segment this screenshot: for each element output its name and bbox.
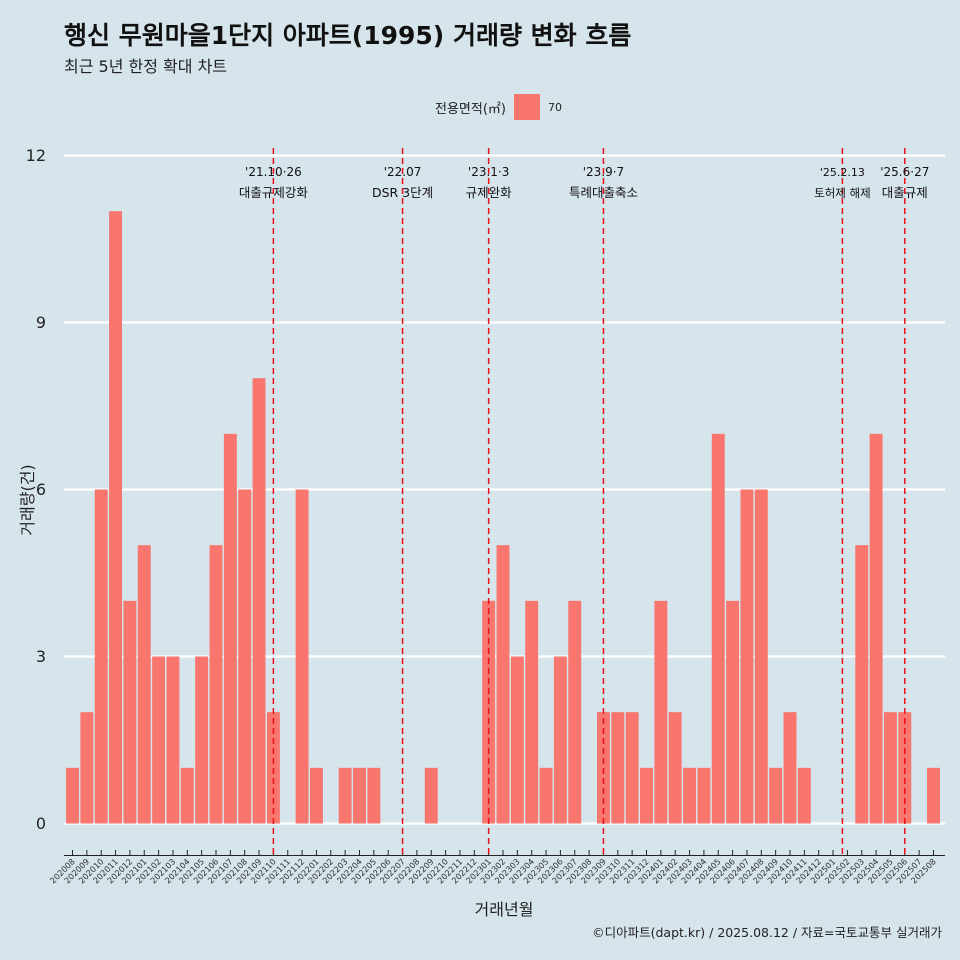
bar	[195, 656, 209, 824]
bar	[94, 489, 108, 824]
bar	[252, 378, 266, 824]
y-tick-label: 12	[26, 146, 46, 165]
bar	[855, 545, 869, 824]
bar	[898, 712, 912, 824]
bar	[238, 489, 252, 824]
y-tick-label: 6	[36, 480, 46, 499]
x-axis-title: 거래년월	[475, 900, 534, 919]
bar	[152, 656, 166, 824]
event-name-label: DSR 3단계	[372, 185, 433, 200]
bar	[683, 767, 697, 824]
bar	[654, 600, 668, 824]
chart-title: 행신 무원마을1단지 아파트(1995) 거래량 변화 흐름	[64, 21, 632, 50]
bar	[625, 712, 639, 824]
legend: 전용면적(㎡) 70	[435, 94, 562, 120]
bar	[640, 767, 653, 824]
bar	[295, 489, 309, 824]
event-name-label: 규제완화	[466, 185, 513, 200]
event-date-label: '23.1·3	[468, 165, 509, 179]
bar	[611, 712, 625, 824]
bar	[883, 712, 897, 824]
legend-color-key	[513, 94, 540, 120]
bar	[424, 767, 438, 824]
bar	[137, 545, 151, 824]
bar	[769, 767, 783, 824]
bar	[180, 767, 194, 824]
bar	[309, 767, 323, 824]
bar	[539, 767, 553, 824]
bar	[510, 656, 524, 824]
bar	[711, 433, 725, 824]
event-name-label: 토허제 해제	[814, 186, 871, 200]
bar	[754, 489, 768, 824]
y-tick-label: 0	[36, 814, 46, 833]
bar	[123, 600, 137, 824]
bar	[80, 712, 94, 824]
bar	[553, 656, 567, 824]
event-date-label: '23.9·7	[583, 165, 624, 179]
bar	[223, 433, 237, 824]
event-date-label: '21.10·26	[245, 165, 302, 179]
event-date-label: '22.07	[384, 165, 422, 179]
event-date-label: '25.6·27	[880, 165, 929, 179]
bar	[66, 767, 79, 824]
bar	[266, 712, 280, 824]
bar	[166, 656, 180, 824]
bar	[367, 767, 381, 824]
event-date-label: '25.2.13	[820, 166, 865, 179]
bar	[496, 545, 510, 824]
y-tick-label: 3	[36, 647, 46, 666]
bar	[726, 600, 740, 824]
event-name-label: 특례대출축소	[569, 185, 638, 200]
bar	[353, 767, 366, 824]
bar	[697, 767, 711, 824]
bar	[525, 600, 539, 824]
bar	[927, 767, 940, 824]
y-tick-label: 9	[36, 313, 46, 332]
bar	[668, 712, 682, 824]
chart-subtitle: 최근 5년 한정 확대 차트	[64, 57, 228, 76]
y-axis-title: 거래량(건)	[18, 464, 37, 535]
bar	[783, 712, 797, 824]
bar	[869, 433, 883, 824]
bar	[797, 767, 811, 824]
bar	[109, 211, 123, 824]
source-caption: ©디아파트(dapt.kr) / 2025.08.12 / 자료=국토교통부 실…	[592, 925, 942, 940]
legend-title: 전용면적(㎡)	[435, 101, 506, 117]
bar	[209, 545, 223, 824]
legend-label: 70	[547, 100, 562, 114]
bar	[338, 767, 352, 824]
bar	[568, 600, 582, 824]
bar	[740, 489, 754, 824]
event-name-label: 대출규제강화	[239, 185, 309, 200]
bar	[596, 712, 610, 824]
event-name-label: 대출규제	[882, 185, 928, 200]
